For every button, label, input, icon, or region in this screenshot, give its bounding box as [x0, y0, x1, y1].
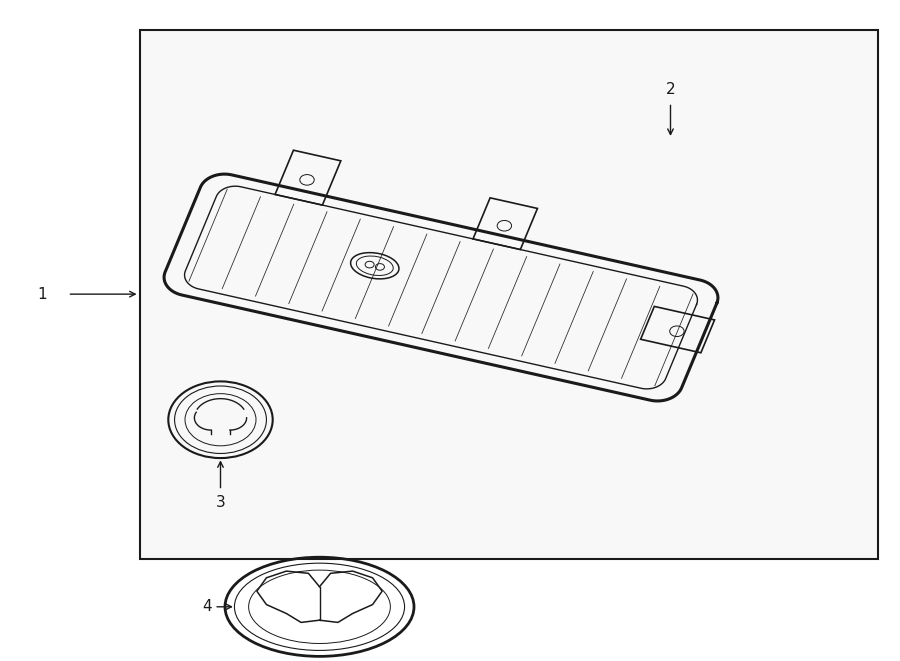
Text: 2: 2: [666, 82, 675, 97]
Text: 4: 4: [202, 600, 211, 614]
Bar: [140, 30, 878, 559]
Text: 3: 3: [216, 494, 225, 510]
Text: 1: 1: [38, 287, 47, 301]
